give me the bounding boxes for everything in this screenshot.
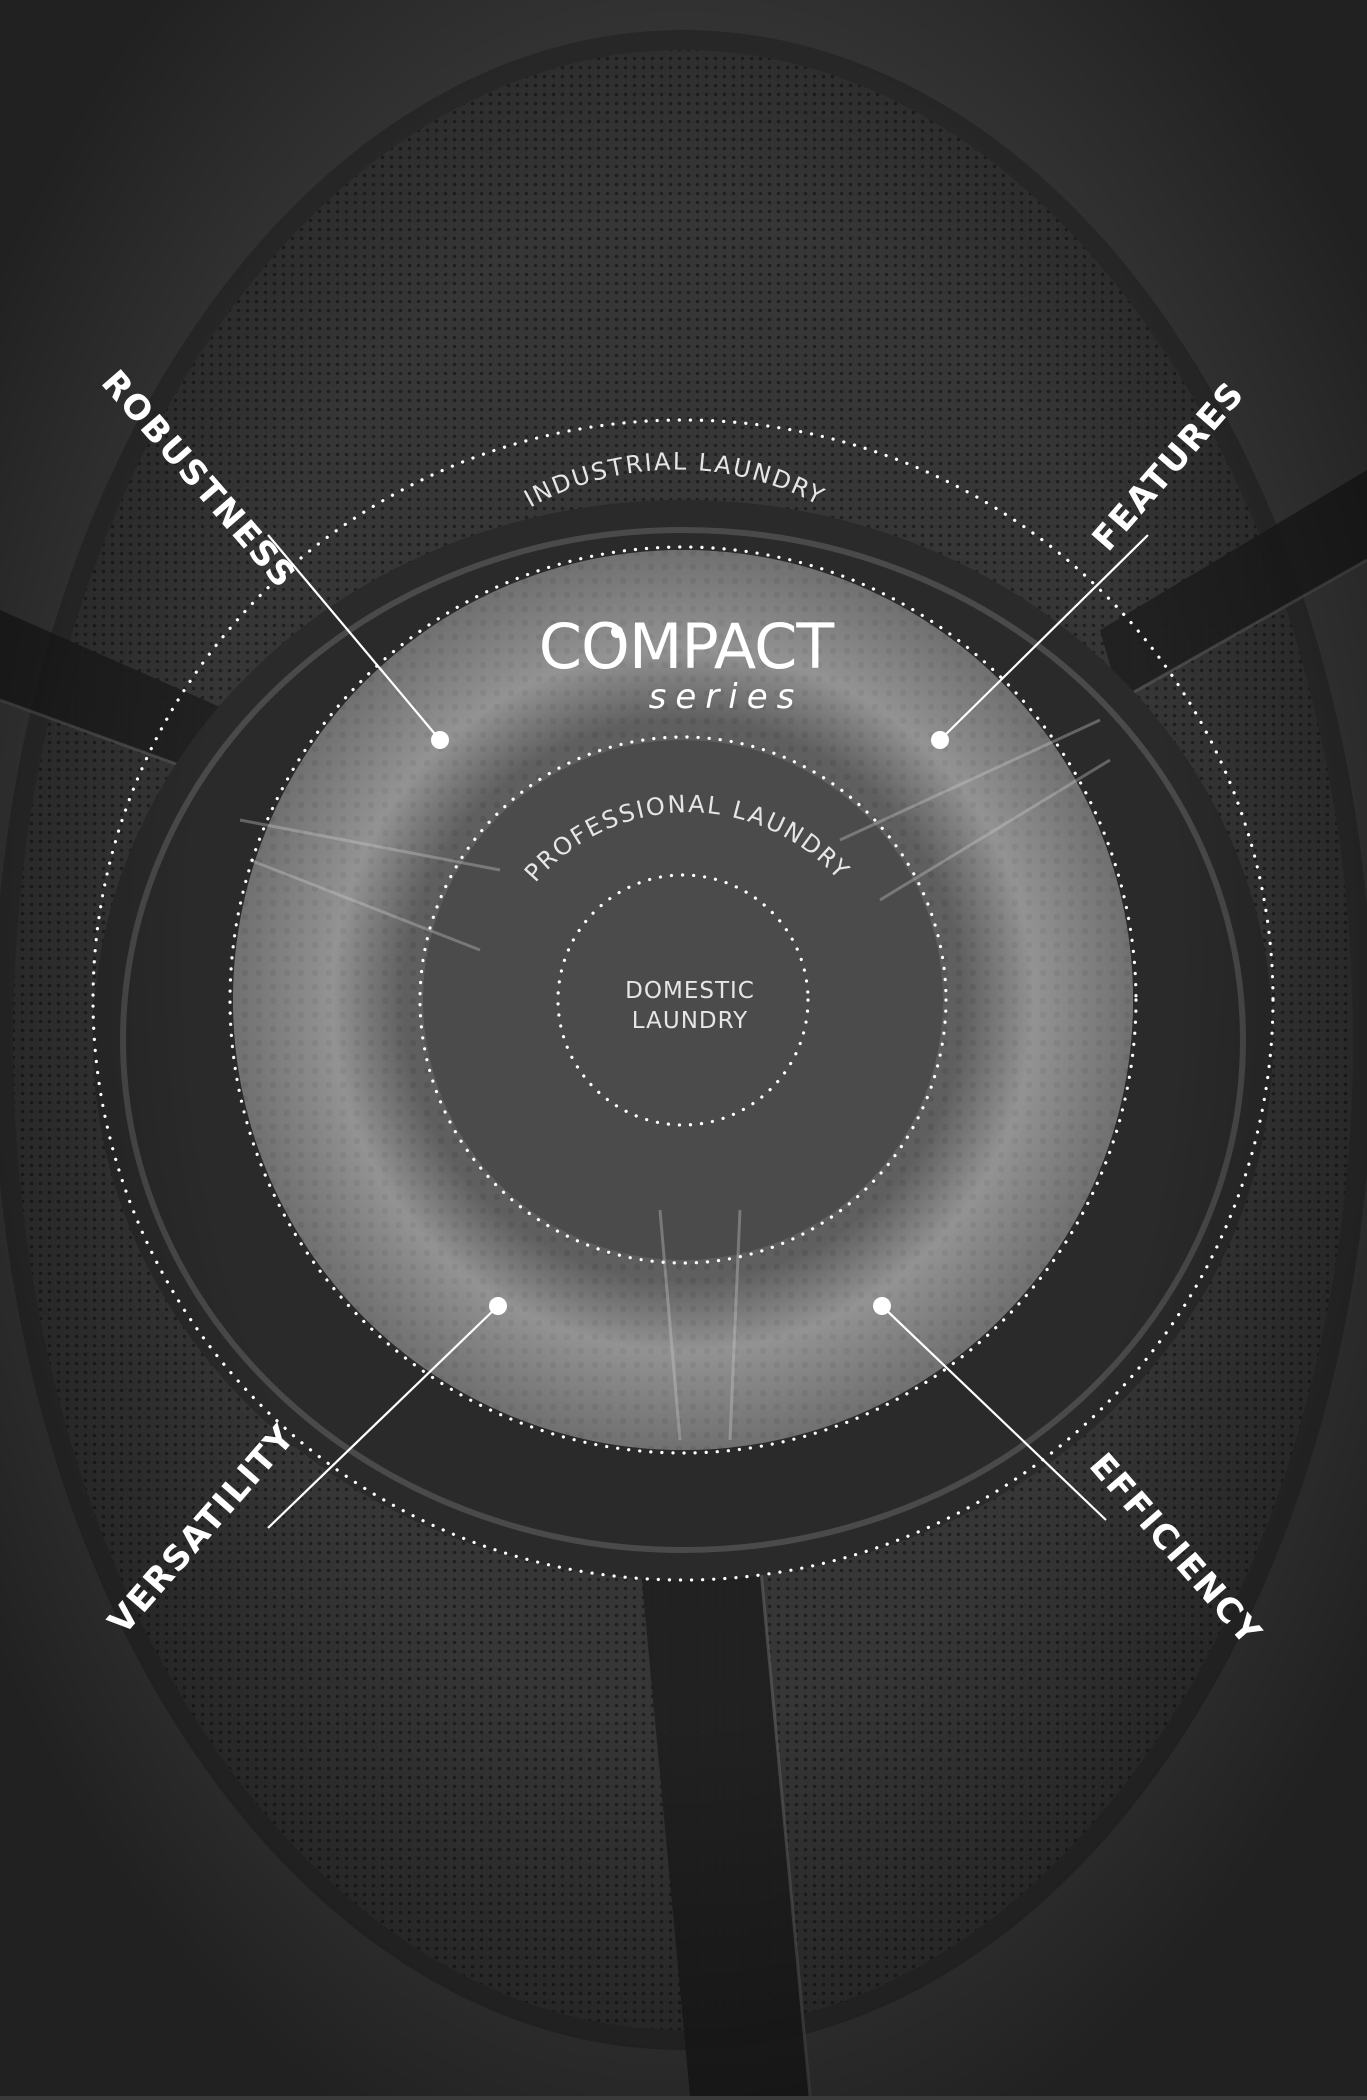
features-dot <box>931 731 949 749</box>
compact-series-logo: COMPACT series <box>539 610 837 717</box>
industrial-ring <box>91 418 1275 1582</box>
logo-brand: COMPACT <box>539 610 836 683</box>
outer-dotted-ring <box>228 545 1138 1455</box>
domestic-ring <box>556 873 810 1127</box>
domestic-label-line1: DOMESTIC <box>625 978 755 1004</box>
logo-dot-icon <box>611 626 623 638</box>
domestic-label-line2: LAUNDRY <box>632 1008 748 1034</box>
callout-lines <box>267 534 1149 1529</box>
versatility-dot <box>489 1297 507 1315</box>
logo-sub: series <box>649 677 804 717</box>
professional-ring <box>418 735 948 1265</box>
robustness-dot <box>431 731 449 749</box>
efficiency-dot <box>873 1297 891 1315</box>
